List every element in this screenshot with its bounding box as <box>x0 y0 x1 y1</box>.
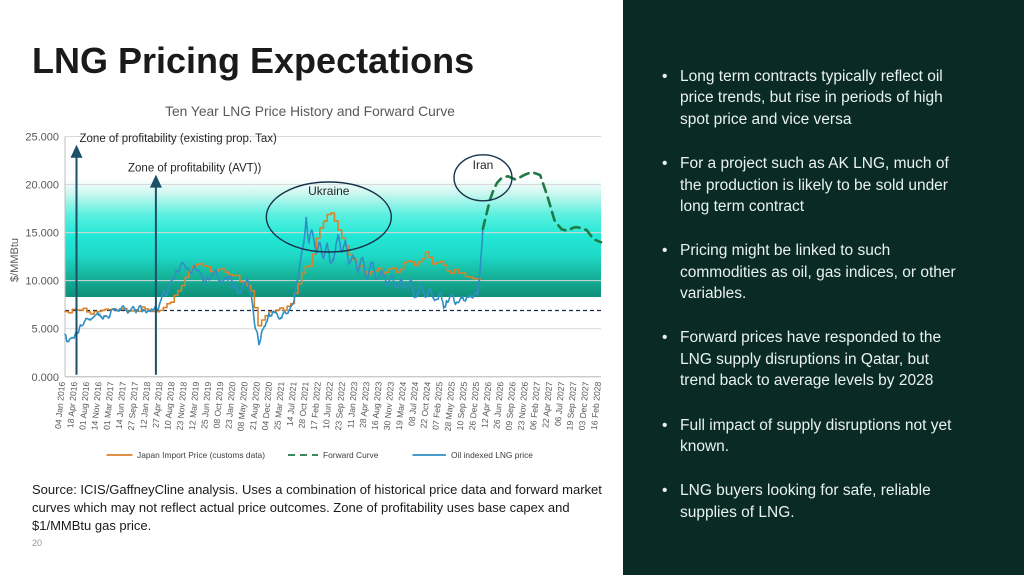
svg-text:Zone of profitability (existin: Zone of profitability (existing prop. Ta… <box>80 133 277 145</box>
svg-text:5.000: 5.000 <box>31 324 59 336</box>
svg-text:0.000: 0.000 <box>31 372 59 384</box>
svg-text:Japan Import Price (customs da: Japan Import Price (customs data) <box>137 450 265 460</box>
svg-text:16 Feb 2028: 16 Feb 2028 <box>589 381 603 430</box>
svg-text:Zone of profitability (AVT)): Zone of profitability (AVT)) <box>128 163 262 175</box>
svg-text:10.000: 10.000 <box>25 276 59 288</box>
svg-text:$/MMBtu: $/MMBtu <box>9 238 21 282</box>
svg-text:Iran: Iran <box>473 158 494 172</box>
svg-text:25.000: 25.000 <box>25 132 59 144</box>
svg-text:Ukraine: Ukraine <box>308 184 350 198</box>
svg-text:20.000: 20.000 <box>25 180 59 192</box>
svg-text:Forward Curve: Forward Curve <box>323 450 379 460</box>
svg-text:Oil indexed LNG price: Oil indexed LNG price <box>451 450 533 460</box>
svg-text:15.000: 15.000 <box>25 228 59 240</box>
